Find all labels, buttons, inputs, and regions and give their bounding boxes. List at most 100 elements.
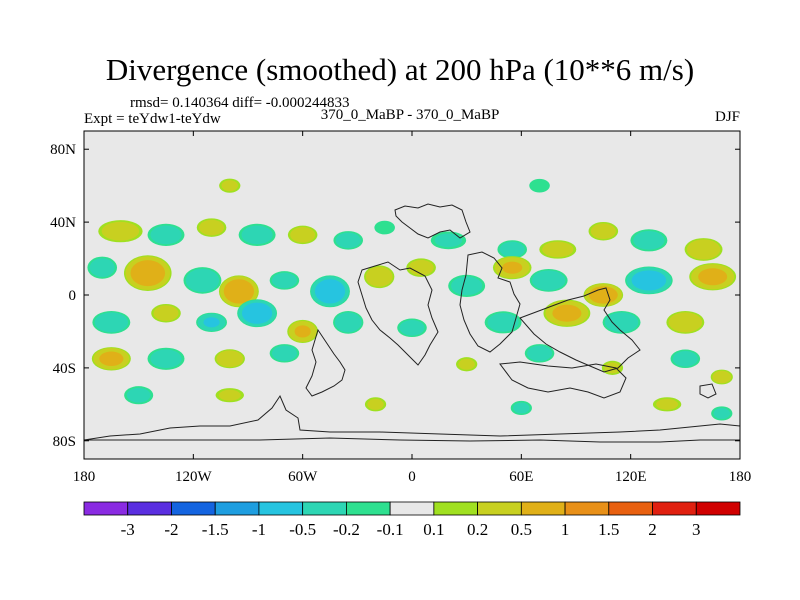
contour-blob-12-level-1 — [686, 239, 721, 260]
contour-blob-29-level-2 — [203, 317, 220, 328]
contour-blob-6-level-0 — [374, 220, 395, 235]
y-tick-label-3: 40S — [53, 361, 76, 377]
contour-blob-1-level-1 — [150, 225, 182, 245]
contour-blob-49-level-1 — [367, 398, 384, 410]
contour-blob-19-level-1 — [365, 266, 393, 287]
coastline-antarctica — [84, 394, 740, 443]
contour-blob-25-level-2 — [631, 270, 667, 291]
contour-blob-11-level-1 — [633, 230, 665, 250]
contour-blob-38-level-2 — [99, 351, 124, 367]
x-axis: 180 120W 60W 0 60E 120E 180 — [73, 131, 752, 485]
colorbar-label-3: -1 — [252, 520, 266, 539]
colorbar-swatch-2 — [171, 501, 216, 516]
contour-blob-27-level-1 — [94, 312, 129, 333]
contour-blob-50-level-1 — [513, 402, 530, 414]
contour-blob-22-level-2 — [502, 261, 523, 274]
contour-blob-20-level-1 — [408, 259, 434, 276]
contour-blob-2-level-1 — [199, 219, 225, 236]
colorbar-swatch-11 — [564, 501, 610, 516]
colorbar-label-1: -2 — [164, 520, 178, 539]
contour-blob-13-level-1 — [89, 258, 115, 278]
contour-blob-34-level-1 — [487, 312, 519, 332]
x-tick-label-2: 60W — [288, 469, 318, 485]
contour-blob-43-level-1 — [527, 345, 553, 362]
colorbar-swatch-1 — [127, 501, 172, 516]
contour-blob-7-level-1 — [434, 233, 463, 248]
colorbar-label-9: 0.5 — [511, 520, 532, 539]
colorbar-swatch-13 — [652, 501, 697, 516]
contour-blob-40-level-1 — [216, 350, 244, 368]
contour-blob-30-level-2 — [241, 302, 273, 324]
x-tick-label-3: 0 — [408, 469, 416, 485]
coastline-small-island — [699, 383, 717, 399]
stats-line: rmsd= 0.140364 diff= -0.000244833 — [130, 95, 350, 111]
colorbar: -3 -2 -1.5 -1 -0.5 -0.2 -0.1 0.1 0.2 0.5 1 1.5 2 3 — [83, 501, 741, 539]
contour-blob-48-level-1 — [218, 389, 241, 401]
colorbar-swatch-3 — [214, 501, 260, 516]
contour-fill-layer — [87, 178, 737, 421]
colorbar-label-12: 2 — [648, 520, 657, 539]
x-tick-label-1: 120W — [175, 469, 213, 485]
contour-blob-10-level-1 — [590, 223, 616, 240]
contour-blob-3-level-1 — [241, 225, 273, 245]
contour-blob-16-level-2 — [223, 279, 255, 304]
x-tick-label-4: 60E — [509, 469, 533, 485]
colorbar-swatch-14 — [695, 501, 741, 516]
contour-blob-36-level-1 — [604, 312, 639, 333]
colorbar-label-4: -0.5 — [289, 520, 316, 539]
x-tick-label-0: 180 — [73, 469, 96, 485]
colorbar-label-7: 0.1 — [423, 520, 444, 539]
contour-blob-15-level-1 — [185, 268, 220, 293]
coastline-eurasia-south — [519, 287, 641, 373]
chart-title: Divergence (smoothed) at 200 hPa (10**6 … — [105, 52, 695, 87]
colorbar-swatch-6 — [345, 501, 391, 516]
y-tick-label-0: 80N — [50, 142, 76, 158]
contour-blob-39-level-1 — [150, 349, 182, 369]
y-axis: 80N 40N 0 40S 80S — [50, 142, 740, 450]
contour-blob-37-level-1 — [668, 312, 703, 333]
x-tick-label-6: 180 — [729, 469, 752, 485]
contour-blob-33-level-1 — [399, 319, 425, 336]
colorbar-swatch-12 — [608, 501, 653, 516]
colorbar-swatch-4 — [258, 501, 304, 516]
coastline-west-coast — [305, 328, 346, 397]
contour-blob-5-level-1 — [335, 232, 361, 249]
coastline-africa — [459, 251, 521, 353]
contour-blob-46-level-1 — [712, 370, 732, 384]
colorbar-label-0: -3 — [121, 520, 135, 539]
contour-blob-14-level-2 — [130, 260, 166, 287]
contour-blob-4-level-1 — [290, 227, 316, 243]
colorbar-swatch-7 — [389, 501, 435, 516]
colorbar-label-6: -0.1 — [377, 520, 404, 539]
colorbar-swatch-10 — [520, 501, 566, 516]
contour-blob-32-level-1 — [334, 312, 362, 333]
colorbar-swatch-9 — [477, 501, 522, 516]
contour-blob-35-level-2 — [552, 304, 582, 322]
colorbar-swatch-8 — [433, 501, 479, 516]
colorbar-swatch-5 — [302, 501, 347, 516]
contour-blob-26-level-2 — [698, 268, 728, 286]
contour-blob-52-level-1 — [713, 407, 731, 419]
contour-blob-41-level-1 — [271, 345, 297, 362]
plot-background — [84, 131, 740, 459]
y-tick-label-1: 40N — [50, 215, 76, 231]
contour-blob-53-level-1 — [221, 180, 239, 192]
x-tick-label-5: 120E — [615, 469, 647, 485]
colorbar-swatch-0 — [83, 501, 129, 516]
contour-blob-17-level-1 — [271, 272, 297, 289]
coastline-north-america — [394, 203, 471, 239]
experiment-label: Expt = teYdw1-teYdw — [84, 111, 221, 127]
contour-blob-21-level-1 — [451, 276, 483, 296]
contour-blob-51-level-1 — [656, 398, 679, 410]
contour-blob-28-level-1 — [153, 305, 179, 322]
coastline-central-south-america — [357, 261, 439, 366]
contour-blob-47-level-1 — [126, 387, 151, 403]
colorbar-label-10: 1 — [561, 520, 570, 539]
colorbar-label-13: 3 — [692, 520, 701, 539]
contour-blob-9-level-1 — [542, 241, 574, 258]
coastline-layer — [84, 203, 740, 443]
contour-blob-18-level-2 — [314, 279, 346, 304]
contour-blob-0-level-1 — [101, 221, 140, 241]
y-tick-label-4: 80S — [53, 434, 76, 450]
